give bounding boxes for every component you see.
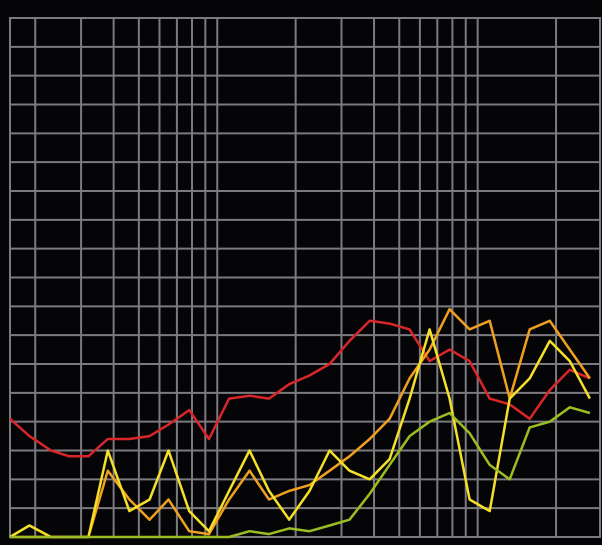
plot-frame [9,17,601,538]
series-line [10,307,591,539]
series-line [9,328,592,539]
series-line [9,319,591,458]
series-line [10,406,591,539]
